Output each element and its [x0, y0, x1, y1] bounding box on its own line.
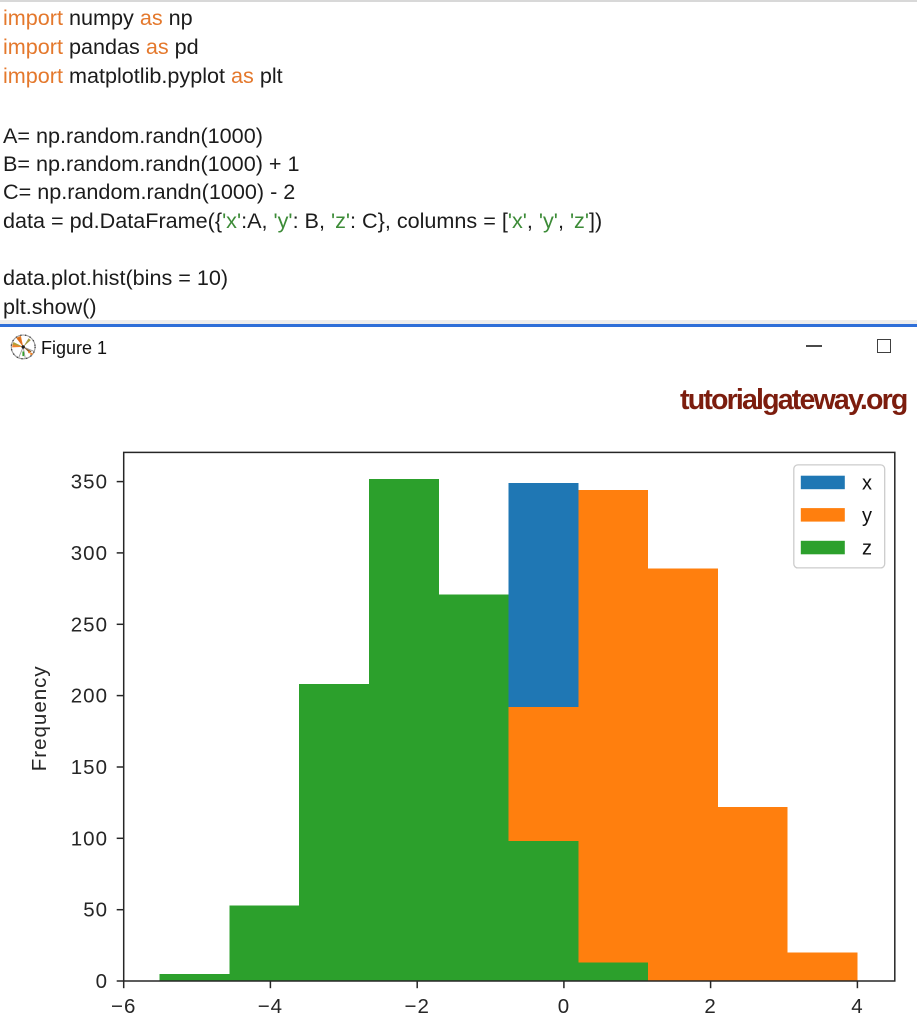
svg-text:Frequency: Frequency	[28, 665, 51, 771]
svg-text:350: 350	[71, 471, 108, 494]
svg-text:−2: −2	[405, 995, 430, 1018]
svg-text:−4: −4	[258, 995, 283, 1018]
svg-text:2: 2	[704, 995, 716, 1018]
svg-text:y: y	[862, 505, 872, 527]
svg-text:z: z	[862, 538, 872, 560]
svg-text:250: 250	[71, 613, 108, 636]
svg-text:300: 300	[71, 542, 108, 565]
svg-text:4: 4	[851, 995, 863, 1018]
svg-text:150: 150	[71, 756, 108, 779]
svg-text:100: 100	[71, 827, 108, 850]
svg-text:0: 0	[558, 995, 570, 1018]
svg-text:−6: −6	[111, 995, 136, 1018]
svg-text:x: x	[862, 473, 872, 495]
svg-text:200: 200	[71, 685, 108, 708]
svg-text:50: 50	[83, 899, 108, 922]
svg-text:0: 0	[96, 970, 108, 993]
